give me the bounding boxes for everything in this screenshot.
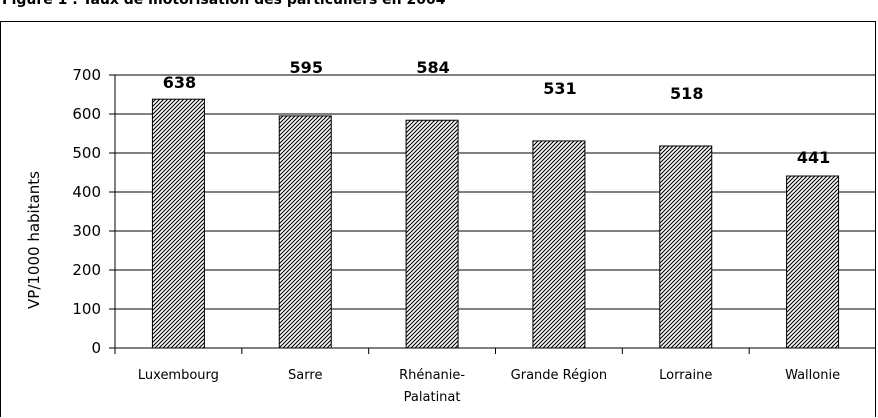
bar-rh-nanie-palatinat <box>405 119 459 349</box>
figure-caption-band: Figure 1 : Taux de motorisation des part… <box>0 0 878 20</box>
y-tick-label: 200 <box>72 261 101 279</box>
bar-sarre <box>278 115 332 349</box>
data-labels: 638 595 584 531 518 441 <box>163 58 831 167</box>
data-label: 531 <box>543 79 576 98</box>
bar-luxembourg <box>151 98 205 349</box>
data-label: 595 <box>290 58 323 77</box>
x-category-label: Rhénanie-Palatinat <box>399 368 465 405</box>
y-tick-label: 0 <box>91 339 101 357</box>
data-label: 584 <box>416 58 449 77</box>
y-tick-label: 600 <box>72 105 101 123</box>
y-tick-label: 700 <box>72 66 101 84</box>
y-tick-label: 400 <box>72 183 101 201</box>
data-label: 518 <box>670 84 703 103</box>
x-category-label: Sarre <box>288 368 322 383</box>
data-label: 441 <box>797 148 830 167</box>
y-tick-label: 300 <box>72 222 101 240</box>
x-category-labels: Luxembourg Sarre Rhénanie-Palatinat Grande … <box>138 368 840 405</box>
bar-grande-r-gion <box>532 140 586 349</box>
bars <box>151 98 840 349</box>
x-category-label: Grande Région <box>511 368 608 383</box>
axes <box>109 74 875 354</box>
y-axis-title: VP/1000 habitants <box>25 171 43 309</box>
data-label: 638 <box>163 73 196 92</box>
x-category-label: Wallonie <box>785 368 840 383</box>
bar-chart: 0 100 200 300 400 500 600 700 Luxembourg Sarre Rh… <box>25 58 875 405</box>
x-category-label: Luxembourg <box>138 368 219 383</box>
y-tick-label: 500 <box>72 144 101 162</box>
figure-caption: Figure 1 : Taux de motorisation des part… <box>2 0 446 8</box>
x-category-label: Lorraine <box>659 368 712 383</box>
y-tick-labels: 0 100 200 300 400 500 600 700 <box>72 66 101 357</box>
gridlines <box>115 74 875 310</box>
bar-wallonie <box>786 175 840 349</box>
chart-frame: 0 100 200 300 400 500 600 700 Luxembourg Sarre Rh… <box>0 21 876 417</box>
y-tick-label: 100 <box>72 300 101 318</box>
bar-lorraine <box>659 145 713 349</box>
